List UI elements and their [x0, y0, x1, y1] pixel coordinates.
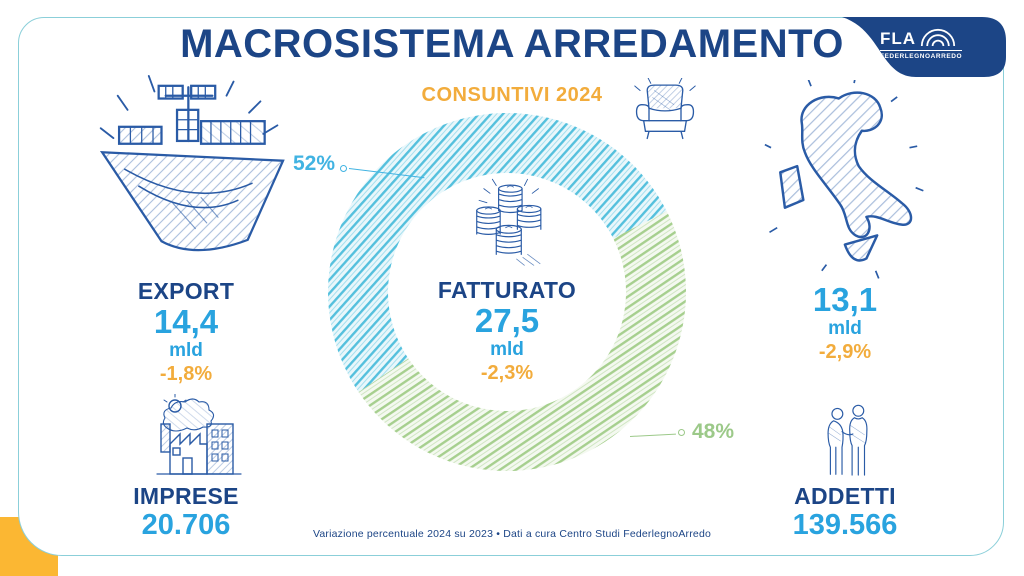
export-value: 14,4	[153, 303, 219, 340]
export-change: -1,8%	[159, 363, 213, 385]
brand-corner-shape	[842, 17, 1006, 77]
mercato-change: -2,9%	[818, 341, 872, 363]
addetti-label: ADDETTI	[794, 483, 896, 509]
fatturato-change: -2,3%	[480, 362, 534, 384]
fla-logo-text: FLA	[880, 29, 917, 48]
fatturato-label: FATTURATO	[437, 277, 577, 303]
italy-map-icon	[764, 80, 924, 279]
mercato-value: 13,1	[812, 281, 878, 318]
armchair-icon	[634, 78, 696, 140]
leader-dot-green	[678, 429, 685, 436]
donut-slice-quota-verde	[358, 211, 687, 472]
donut-slice-quota-blu	[328, 113, 667, 393]
stat-fatturato: FATTURATO 27,5 mld -2,3%	[407, 277, 607, 386]
stat-export: EXPORT 14,4 mld -1,8%	[96, 278, 276, 387]
export-label: EXPORT	[137, 278, 235, 304]
stat-mercato-italia: 13,1 mld -2,9%	[755, 282, 935, 365]
page-subtitle: CONSUNTIVI 2024	[421, 84, 603, 106]
stat-imprese: IMPRESE 20.706	[96, 483, 276, 542]
fatturato-donut-chart	[328, 113, 687, 472]
slice-label-green: 48%	[692, 420, 735, 443]
fla-arch-icon	[920, 28, 956, 47]
slice-label-blue: 52%	[292, 152, 335, 175]
footer-note: Variazione percentuale 2024 su 2023 • Da…	[312, 528, 712, 540]
leader-dot-blue	[340, 165, 347, 172]
mercato-unit: mld	[828, 318, 862, 339]
cargo-ship-icon	[99, 75, 285, 252]
stat-addetti: ADDETTI 139.566	[755, 483, 935, 542]
export-unit: mld	[169, 340, 203, 361]
fla-logo: FLA FEDERLEGNOARREDO	[880, 26, 963, 60]
addetti-value: 139.566	[792, 509, 898, 541]
imprese-label: IMPRESE	[133, 483, 239, 509]
fla-logo-subtext: FEDERLEGNOARREDO	[880, 50, 963, 60]
fatturato-value: 27,5	[474, 302, 540, 339]
imprese-value: 20.706	[141, 509, 231, 541]
workers-icon	[827, 404, 868, 476]
factory-icon	[156, 394, 242, 475]
page-title: MACROSISTEMA ARREDAMENTO	[180, 22, 844, 66]
fatturato-unit: mld	[490, 339, 524, 360]
coin-stacks-icon	[476, 178, 542, 266]
